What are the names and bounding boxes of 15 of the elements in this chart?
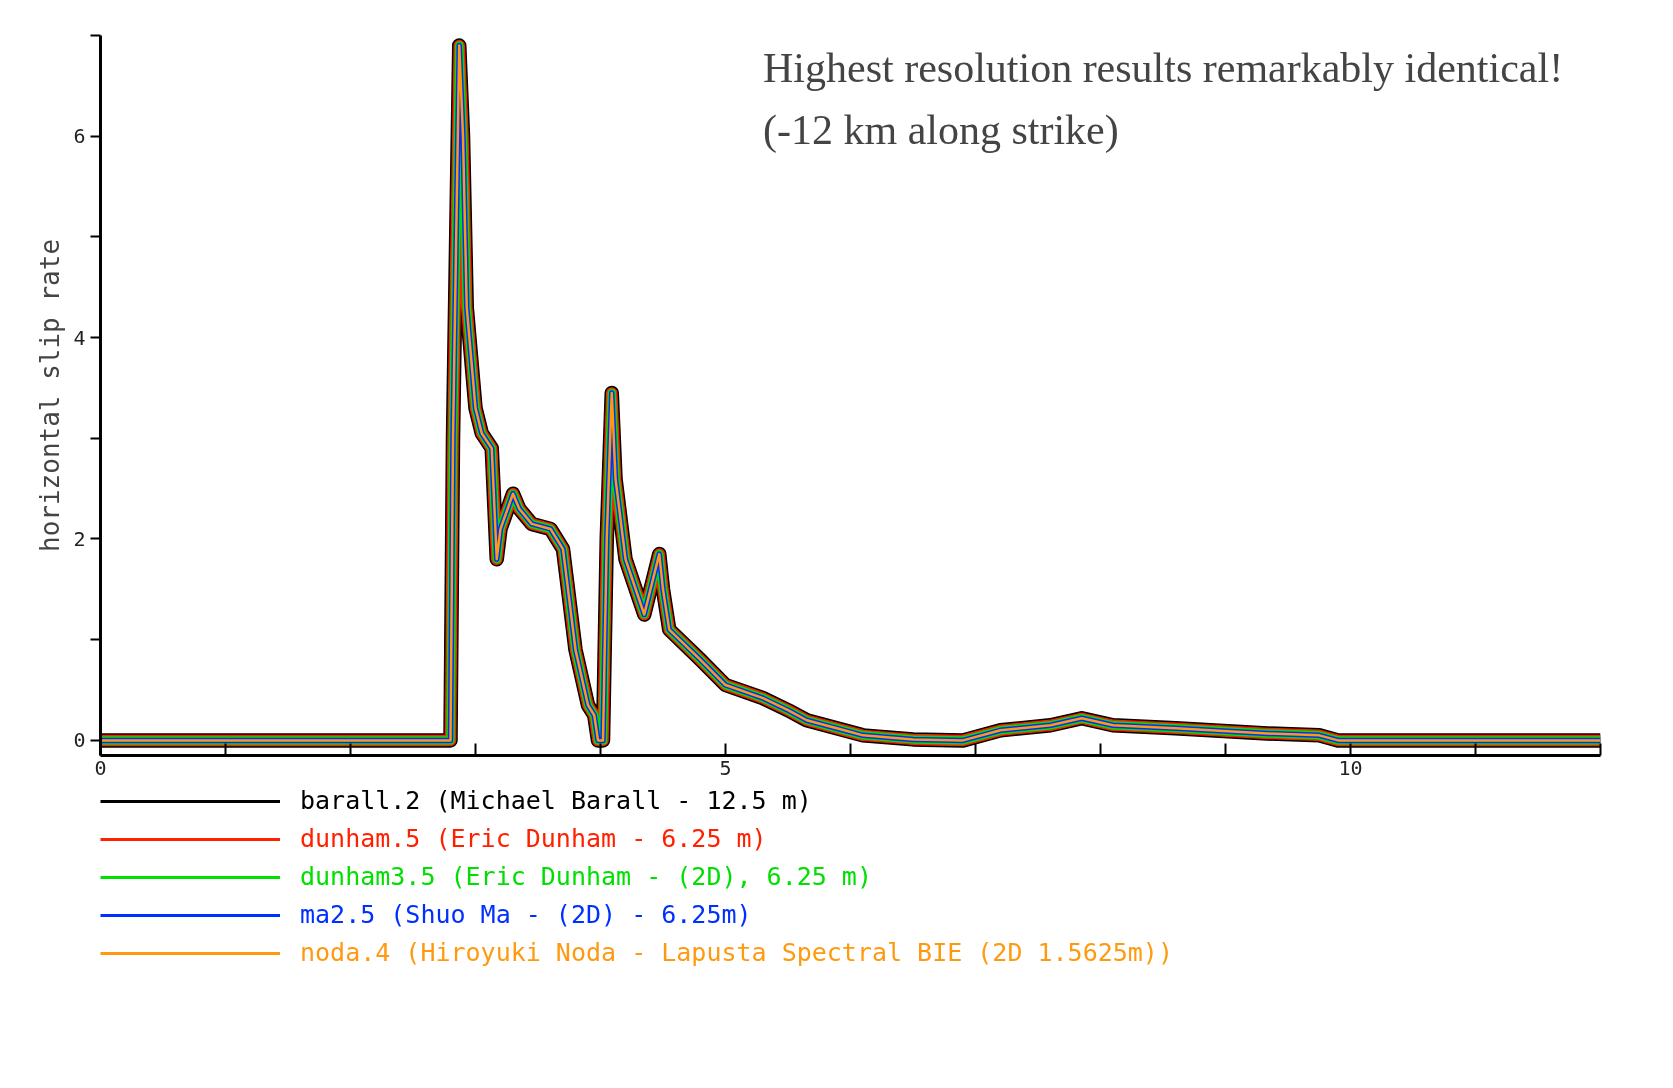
text: dunham3.5 (Eric Dunham - (2D), 6.25 m) <box>300 862 872 891</box>
text: ma2.5 (Shuo Ma - (2D) - 6.25m) <box>300 900 752 929</box>
y-axis-title: horizontal slip rate <box>35 238 66 553</box>
text: dunham.5 (Eric Dunham - 6.25 m) <box>300 824 767 853</box>
x-tick-label: 0 <box>94 755 107 780</box>
y-tick-label: 2 <box>73 527 86 551</box>
y-tick-label: 4 <box>73 325 86 350</box>
y-tick-label: 6 <box>73 124 86 149</box>
x-tick-label: 5 <box>719 755 732 780</box>
series-label: barall.2 (Michael Barall - 12.5 m) <box>300 786 812 815</box>
chart-title: Highest resolution results remarkably identical! <box>763 44 1564 91</box>
x-tick-label: 10 <box>1338 755 1363 780</box>
text: noda.4 (Hiroyuki Noda - Lapusta Spectral BIE (2D 1.5625m)) <box>300 938 1173 967</box>
text: (-12 km along strike) <box>763 107 1119 155</box>
y-tick-label: 0 <box>73 728 86 753</box>
